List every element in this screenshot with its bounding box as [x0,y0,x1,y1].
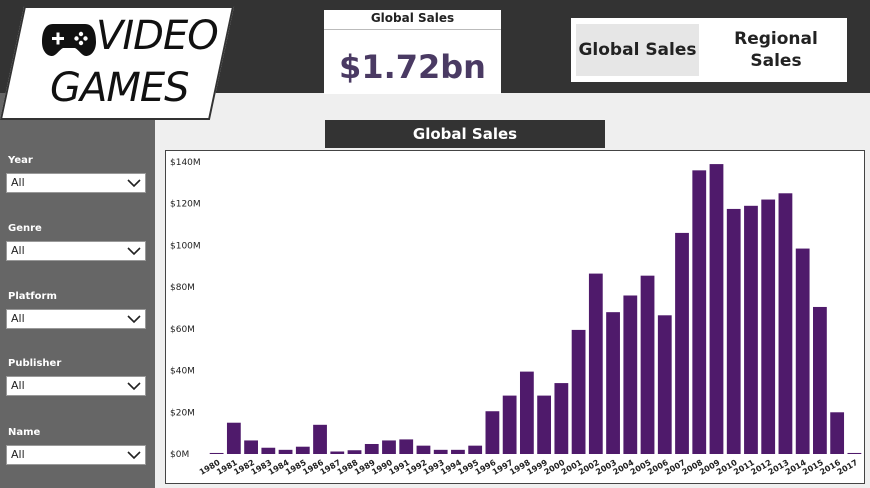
filter-panel [0,93,155,488]
filter-label-platform: Platform [8,291,57,302]
global-sales-button[interactable]: Global Sales [576,24,699,76]
genre-dropdown-value: All [11,244,25,257]
filter-label-publisher: Publisher [8,358,62,369]
bar[interactable] [813,306,827,454]
page-nav: Global Sales Regional Sales [571,18,847,82]
chevron-down-icon [127,451,141,460]
bar[interactable] [295,446,310,454]
bar[interactable] [347,450,362,454]
chevron-down-icon [127,315,141,324]
y-tick-label: $120M [170,200,201,210]
filter-label-name: Name [8,427,41,438]
bar[interactable] [588,273,603,454]
filter-label-genre: Genre [8,223,42,234]
genre-dropdown[interactable]: All [6,241,146,261]
bar[interactable] [726,208,741,454]
bar[interactable] [744,205,758,454]
y-tick-label: $80M [170,283,195,293]
kpi-card: Global Sales $1.72bn [324,10,501,94]
bar[interactable] [554,383,569,454]
y-tick-label: $140M [170,158,201,168]
bar[interactable] [675,232,689,454]
bar[interactable] [313,424,327,454]
bar[interactable] [640,275,655,454]
gamepad-icon [42,24,96,56]
y-tick-label: $20M [170,408,195,418]
bar[interactable] [433,449,448,454]
bar[interactable] [692,170,707,454]
bar[interactable] [226,422,241,454]
bar[interactable] [709,164,724,454]
chevron-down-icon [127,382,141,391]
bar[interactable] [485,411,500,454]
bar[interactable] [847,452,862,454]
logo-line2: GAMES [50,65,190,111]
bar[interactable] [416,445,431,454]
bar[interactable] [244,440,258,454]
bar[interactable] [761,199,776,454]
bar[interactable] [778,193,793,454]
chart-title: Global Sales [325,120,605,148]
logo-line1: VIDEO [96,13,219,59]
bar[interactable] [468,445,483,454]
bar[interactable] [330,451,345,455]
regional-sales-button[interactable]: Regional Sales [734,29,818,71]
name-dropdown-value: All [11,448,25,461]
bar[interactable] [623,295,638,454]
name-dropdown[interactable]: All [6,445,146,465]
chevron-down-icon [127,247,141,256]
y-tick-label: $60M [170,325,195,335]
bar[interactable] [795,248,810,454]
bar[interactable] [571,329,586,454]
bar[interactable] [502,395,517,454]
year-dropdown-value: All [11,176,25,189]
platform-dropdown-value: All [11,312,25,325]
kpi-title: Global Sales [324,10,501,30]
bar[interactable] [519,371,534,454]
y-tick-label: $40M [170,367,195,377]
bar[interactable] [364,443,379,454]
bar[interactable] [278,449,293,454]
bar[interactable] [399,439,414,454]
logo: VIDEO GAMES [36,12,221,122]
bar[interactable] [830,412,845,454]
filter-label-year: Year [8,155,33,166]
chart-frame: $0M $20M $40M $60M $80M $100M $120M $140M 1980 1… [165,150,865,484]
bar[interactable] [606,312,620,454]
chevron-down-icon [127,179,141,188]
bar[interactable] [537,395,552,454]
y-tick-label: $100M [170,241,201,251]
bar[interactable] [451,449,465,454]
platform-dropdown[interactable]: All [6,309,146,329]
kpi-value: $1.72bn [339,48,486,86]
publisher-dropdown-value: All [11,379,25,392]
bar-chart: $0M$20M$40M$60M$80M$100M$120M$140M 19801… [170,158,862,477]
bar[interactable] [209,452,224,454]
year-dropdown[interactable]: All [6,173,146,193]
publisher-dropdown[interactable]: All [6,376,146,396]
y-tick-label: $0M [170,450,189,460]
bar[interactable] [382,440,396,454]
bar[interactable] [657,315,672,454]
bar[interactable] [261,447,276,454]
